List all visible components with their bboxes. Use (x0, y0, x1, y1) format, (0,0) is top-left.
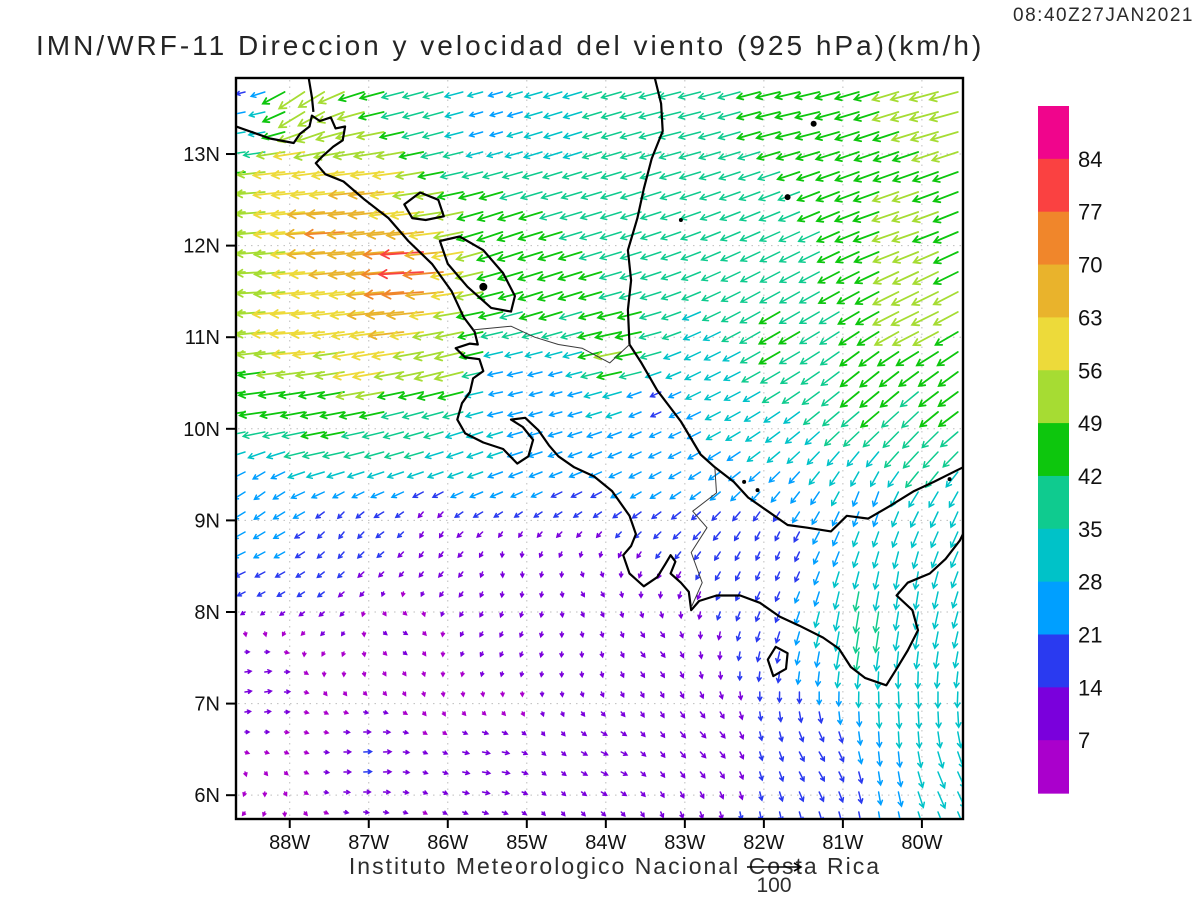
island-bocas-1 (742, 479, 747, 484)
y-tick-10N: 10N (183, 419, 220, 441)
colorbar-label-7: 7 (1078, 728, 1090, 753)
y-tick-12N: 12N (183, 236, 220, 258)
y-tick-6N: 6N (194, 785, 220, 807)
border-cr-nicaragua (473, 325, 630, 364)
colorbar-label-28: 28 (1078, 570, 1102, 595)
chart-timestamp: 08:40Z27JAN2021 (1013, 5, 1194, 26)
x-tick-86W: 86W (427, 832, 468, 854)
island-bocas-2 (755, 488, 760, 493)
x-tick-80W: 80W (901, 832, 942, 854)
colorbar-label-49: 49 (1078, 411, 1102, 436)
colorbar-label-56: 56 (1078, 358, 1102, 383)
lake-managua (403, 191, 445, 222)
x-tick-83W: 83W (664, 832, 705, 854)
y-tick-13N: 13N (183, 144, 220, 166)
island-providencia (810, 120, 817, 127)
x-tick-88W: 88W (269, 832, 310, 854)
coastlines (237, 79, 962, 687)
caribbean-coastline (626, 79, 962, 533)
colorbar: 84 77 70 63 56 49 42 35 28 21 14 7 (1038, 106, 1102, 794)
colorbar-label-70: 70 (1078, 253, 1102, 278)
colorbar-segment (1038, 317, 1069, 371)
border-cr-panama (690, 468, 717, 608)
colorbar-label-14: 14 (1078, 675, 1102, 700)
y-tick-7N: 7N (194, 694, 220, 716)
fonseca-coast-stub (307, 79, 315, 113)
colorbar-segment (1038, 158, 1069, 213)
colorbar-segment (1038, 475, 1069, 530)
colorbar-segment (1038, 211, 1069, 266)
x-tick-82W: 82W (743, 832, 784, 854)
y-tick-11N: 11N (185, 327, 220, 349)
colorbar-label-63: 63 (1078, 305, 1102, 330)
island-san-andres (784, 194, 791, 201)
pacific-coastline (237, 114, 962, 687)
colorbar-segment (1038, 581, 1069, 636)
island-colon-cays (947, 477, 952, 482)
x-tick-85W: 85W (506, 832, 547, 854)
colorbar-segment (1038, 264, 1069, 318)
colorbar-segment (1038, 370, 1069, 424)
island-ometepe (479, 282, 488, 291)
map-frame (234, 76, 965, 821)
x-tick-84W: 84W (585, 832, 626, 854)
credit-text: Instituto Meteorologico Nacional Costa R… (348, 853, 882, 879)
colorbar-label-84: 84 (1078, 147, 1102, 172)
colorbar-label-42: 42 (1078, 464, 1102, 489)
wind-vector-field (237, 90, 962, 818)
colorbar-label-77: 77 (1078, 200, 1102, 225)
y-tick-8N: 8N (194, 602, 220, 624)
lake-nicaragua (438, 235, 516, 313)
y-tick-9N: 9N (194, 510, 220, 532)
colorbar-segment (1038, 687, 1069, 741)
colorbar-segment (1038, 528, 1069, 583)
colorbar-segment (1038, 423, 1069, 477)
reference-vector-label: 100 (756, 874, 792, 897)
colorbar-segment (1038, 634, 1069, 688)
axis-labels: 13N 12N 11N 10N 9N 8N 7N 6N 88W 87W 86W 85W 84W 83W 82… (183, 144, 942, 854)
island-corn-islands (678, 217, 683, 222)
colorbar-label-21: 21 (1078, 623, 1102, 648)
chart-title: IMN/WRF-11 Direccion y velocidad del vie… (36, 30, 985, 61)
graticule-grid (238, 80, 961, 817)
x-tick-87W: 87W (348, 832, 389, 854)
colorbar-segment (1038, 106, 1069, 160)
colorbar-segment (1038, 740, 1069, 794)
coiba-island (766, 645, 789, 678)
axis-ticks (226, 153, 923, 828)
colorbar-label-35: 35 (1078, 517, 1102, 542)
x-tick-81W: 81W (822, 832, 863, 854)
